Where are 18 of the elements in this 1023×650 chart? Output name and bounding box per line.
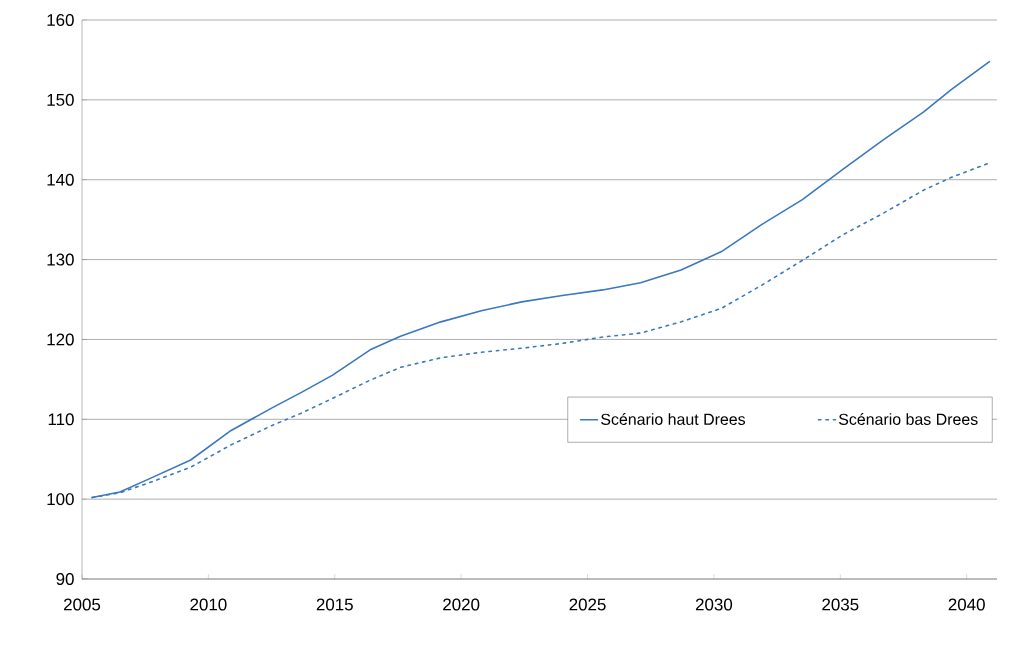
- x-tick-label: 2030: [695, 598, 733, 611]
- y-tick-label: 90: [56, 573, 74, 585]
- legend-label: Scénario haut Drees: [601, 413, 746, 425]
- x-tick-label: 2010: [190, 598, 227, 611]
- x-tick-label: 2040: [948, 598, 985, 611]
- y-tick-label: 160: [47, 14, 74, 26]
- x-tick-label: 2005: [64, 598, 101, 611]
- y-tick-label: 140: [47, 173, 74, 186]
- x-tick-label: 2015: [316, 598, 353, 611]
- legend-label: Scénario bas Drees: [838, 413, 978, 425]
- y-tick-label: 150: [47, 93, 74, 106]
- x-tick-label: 2025: [569, 598, 606, 611]
- y-tick-label: 130: [47, 253, 74, 266]
- y-tick-label: 100: [47, 493, 74, 506]
- y-tick-label: 110: [48, 413, 74, 426]
- x-tick-label: 2035: [822, 598, 859, 611]
- y-tick-label: 120: [47, 333, 74, 346]
- x-tick-label: 2020: [443, 598, 480, 611]
